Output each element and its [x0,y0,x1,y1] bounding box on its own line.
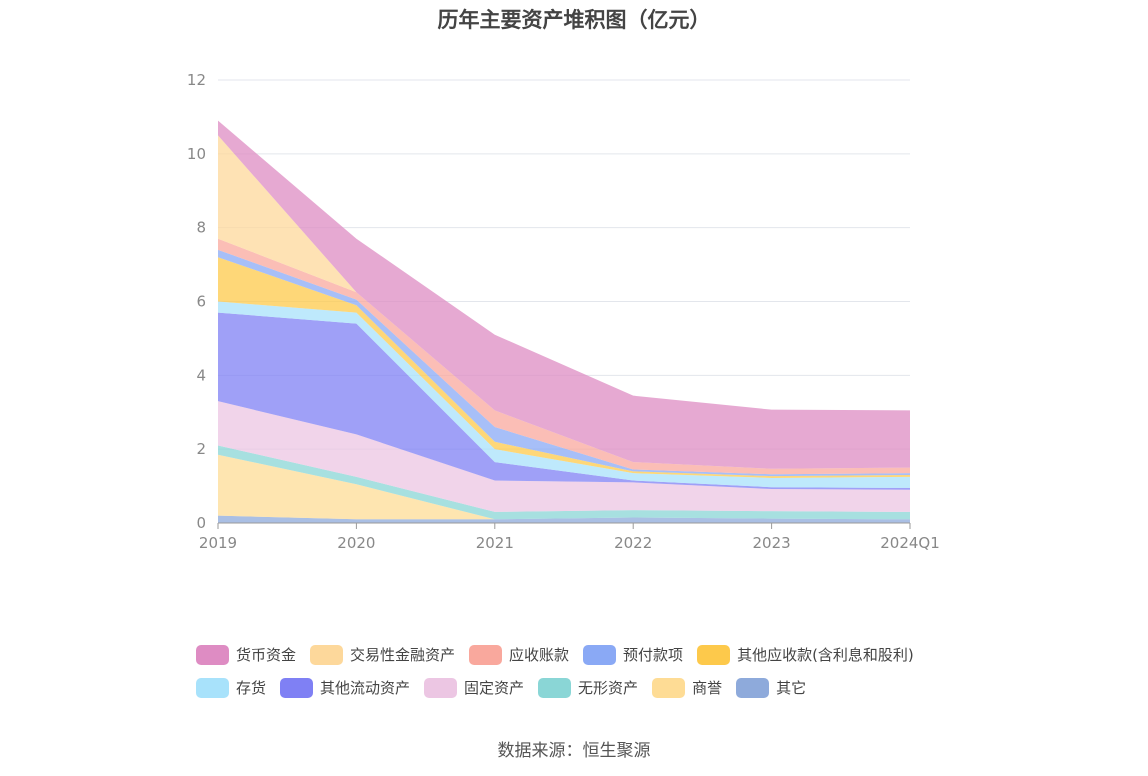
legend-label: 应收账款 [509,646,570,664]
legend-item[interactable]: 其他流动资产 [280,677,410,698]
legend-swatch [424,677,458,698]
data-source-note: 数据来源：恒生聚源 [497,741,651,761]
x-tick-label: 2022 [614,534,652,552]
stacked-area-chart: 0 2 4 6 8 10 12 2019 2020 2021 2022 2023 2024Q1 [187,71,940,552]
legend-swatch [196,677,229,698]
area-其它[interactable] [218,515,910,523]
legend-label: 其他应收款(含利息和股利) [737,646,914,664]
y-tick-label: 8 [196,219,206,237]
legend-item[interactable]: 交易性金融资产 [310,644,455,665]
legend-label: 其它 [776,679,807,697]
y-tick-label: 0 [196,514,206,532]
x-tick-label: 2020 [337,534,375,552]
legend-swatch [196,644,229,665]
legend-item[interactable]: 固定资产 [424,677,524,698]
legend-item[interactable]: 存货 [196,677,266,698]
legend-item[interactable]: 商誉 [652,677,722,698]
legend-row: 存货 其他流动资产 固定资产 无形资产 商誉 其它 [196,671,996,704]
legend-label: 其他流动资产 [320,679,411,697]
legend-swatch [736,677,770,698]
legend-label: 固定资产 [464,679,525,697]
legend-item[interactable]: 预付款项 [583,644,683,665]
legend-swatch [280,677,314,698]
legend: 货币资金 交易性金融资产 应收账款 预付款项 其他应收款(含利息和股利) 存货 其他流动资产… [196,638,996,704]
area-货币资金[interactable] [218,120,910,469]
legend-label: 货币资金 [236,646,297,664]
legend-swatch [697,644,731,665]
x-tick-label: 2019 [199,534,237,552]
legend-swatch [652,677,686,698]
area-存货[interactable] [218,301,910,488]
area-商誉[interactable] [218,454,910,520]
legend-label: 无形资产 [578,679,639,697]
legend-item[interactable]: 应收账款 [469,644,569,665]
axes: 0 2 4 6 8 10 12 2019 2020 2021 2022 2023 2024Q1 [187,71,940,552]
legend-item[interactable]: 无形资产 [538,677,638,698]
legend-item[interactable]: 其它 [736,677,806,698]
legend-label: 商誉 [692,679,723,697]
y-tick-label: 10 [187,145,206,163]
x-tick-label: 2021 [476,534,514,552]
legend-swatch [310,644,344,665]
legend-row: 货币资金 交易性金融资产 应收账款 预付款项 其他应收款(含利息和股利) [196,638,996,671]
legend-label: 预付款项 [623,646,684,664]
y-tick-label: 12 [187,71,206,89]
legend-label: 存货 [236,679,267,697]
legend-item[interactable]: 货币资金 [196,644,296,665]
legend-swatch [583,644,617,665]
x-tick-label: 2023 [753,534,791,552]
area-固定资产[interactable] [218,401,910,512]
y-tick-label: 6 [196,293,206,311]
y-tick-label: 4 [196,366,206,384]
legend-swatch [469,644,503,665]
legend-item[interactable]: 其他应收款(含利息和股利) [697,644,914,665]
area-其他流动资产[interactable] [218,312,910,490]
legend-label: 交易性金融资产 [350,646,456,664]
area-无形资产[interactable] [218,445,910,520]
area-series [218,120,910,523]
legend-swatch [538,677,572,698]
y-tick-label: 2 [196,440,206,458]
chart-title: 历年主要资产堆积图（亿元） [437,8,711,32]
x-tick-label: 2024Q1 [880,534,940,552]
